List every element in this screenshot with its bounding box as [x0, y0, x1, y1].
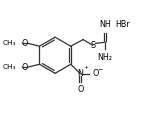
Text: N: N	[77, 69, 83, 78]
Text: NH: NH	[99, 20, 111, 29]
Text: O: O	[22, 63, 28, 72]
Text: O: O	[93, 69, 99, 78]
Text: S: S	[90, 41, 95, 50]
Text: +: +	[84, 66, 88, 70]
Text: −: −	[97, 66, 103, 71]
Text: HBr: HBr	[115, 20, 130, 29]
Text: O: O	[77, 85, 84, 94]
Text: O: O	[22, 39, 28, 48]
Text: NH₂: NH₂	[97, 53, 112, 62]
Text: CH₃: CH₃	[3, 40, 17, 46]
Text: CH₃: CH₃	[3, 64, 17, 70]
